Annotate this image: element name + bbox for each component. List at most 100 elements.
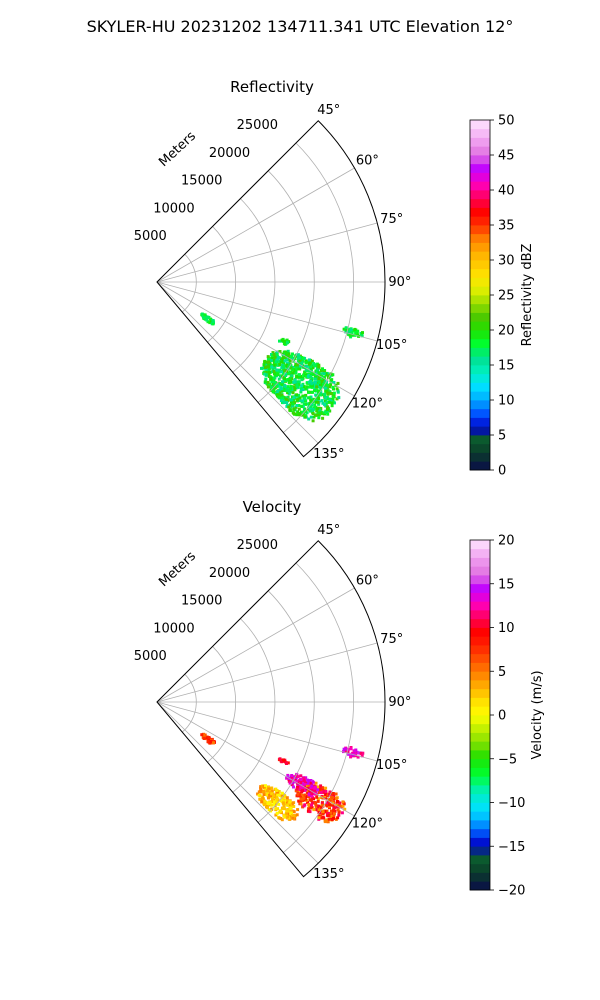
velocity-colorbar: −20 −15 −10 −5 0 5 10 15 20 Velocity (m/s) <box>469 534 545 899</box>
echo-gate <box>285 799 289 802</box>
echo-gate <box>282 758 286 762</box>
echo-gate <box>326 800 330 804</box>
colorbar-band <box>470 793 490 803</box>
echo-gate <box>297 407 301 411</box>
echo-gate <box>306 364 310 368</box>
echo-gate <box>309 415 313 419</box>
echo-gate <box>319 393 322 397</box>
echo-gate <box>271 351 275 355</box>
echo-gate <box>260 366 263 370</box>
echo-gate <box>305 381 309 385</box>
echo-gate <box>310 403 314 406</box>
echo-gate <box>211 322 215 326</box>
echo-gate <box>308 798 312 802</box>
echo-gate <box>346 330 350 334</box>
echo-gate <box>321 803 325 807</box>
echo-gate <box>298 788 302 791</box>
colorbar-tick-label: −15 <box>498 840 525 855</box>
echo-gate <box>282 364 286 368</box>
colorbar-band <box>470 400 490 410</box>
colorbar-label: Reflectivity dBZ <box>520 244 535 347</box>
echo-gate <box>325 408 329 411</box>
echo-gate <box>314 398 318 401</box>
echo-gate <box>279 381 283 385</box>
echo-gate <box>297 404 301 407</box>
colorbar-tick-label: 10 <box>498 394 515 409</box>
echo-gate <box>283 377 286 381</box>
theta-tick-label: 75° <box>380 212 403 227</box>
echo-gate <box>277 377 281 381</box>
echo-gate <box>316 411 320 415</box>
echo-gate <box>291 777 295 781</box>
echo-gate <box>307 804 311 808</box>
colorbar-band <box>470 233 490 243</box>
echo-gate <box>288 800 292 804</box>
echo-gate <box>312 788 316 792</box>
echo-gate <box>313 387 317 391</box>
echo-gate <box>276 373 280 377</box>
echo-gate <box>297 382 301 386</box>
colorbar-band <box>470 636 490 646</box>
echo-gate <box>330 809 333 813</box>
echo-gate <box>303 788 307 792</box>
echo-gate <box>289 364 293 367</box>
colorbar-band <box>470 662 490 672</box>
colorbar-band <box>470 732 490 742</box>
echo-gate <box>287 354 291 358</box>
echo-gate <box>298 793 302 797</box>
colorbar-band <box>470 242 490 252</box>
echo-gate <box>325 804 329 808</box>
echo-gate <box>267 373 271 377</box>
echo-gate <box>323 383 327 387</box>
echo-gate <box>332 391 336 395</box>
echo-gate <box>323 379 327 383</box>
echo-gate <box>289 811 293 815</box>
echo-gate <box>318 787 322 791</box>
echo-gate <box>310 408 314 412</box>
range-ring <box>232 198 276 373</box>
echo-gate <box>323 386 327 390</box>
echo-gate <box>281 396 284 400</box>
echo-gate <box>281 352 285 356</box>
echo-gate <box>324 790 328 794</box>
echo-gate <box>324 372 328 376</box>
echo-gate <box>315 385 319 389</box>
echo-gate <box>296 353 300 357</box>
echo-gate <box>275 811 279 815</box>
echo-gate <box>280 387 283 391</box>
azimuth-spoke <box>156 642 378 703</box>
echo-gate <box>310 373 314 377</box>
echo-gate <box>356 329 360 333</box>
colorbar-tick-label: 0 <box>498 709 506 724</box>
theta-tick-label: 75° <box>380 632 403 647</box>
echo-gate <box>209 740 213 743</box>
echo-gate <box>281 382 285 386</box>
echo-gate <box>306 402 310 406</box>
colorbar-tick-label: 25 <box>498 289 515 304</box>
echo-gate <box>302 385 306 389</box>
echo-gate <box>266 806 270 810</box>
echo-gate <box>200 312 204 316</box>
echo-gate <box>282 401 286 405</box>
echo-gate <box>266 789 270 793</box>
echo-gate <box>272 358 276 362</box>
echo-gate <box>292 398 296 402</box>
colorbar-band <box>470 706 490 716</box>
azimuth-spoke <box>156 281 319 444</box>
echo-gate <box>283 359 287 363</box>
echo-gate <box>317 390 321 393</box>
colorbar-band <box>470 198 490 208</box>
colorbar-band <box>470 251 490 261</box>
echo-gate <box>325 400 329 404</box>
azimuth-spoke <box>156 281 378 342</box>
echo-gate <box>324 396 328 400</box>
echo-gate <box>307 417 311 421</box>
echo-gate <box>265 373 269 377</box>
echo-gate <box>332 814 336 818</box>
echo-gate <box>316 799 320 803</box>
colorbar-band <box>470 837 490 847</box>
echo-gate <box>291 352 294 356</box>
echo-gate <box>274 360 278 364</box>
echo-gate <box>306 801 310 804</box>
echo-gate <box>206 315 210 319</box>
